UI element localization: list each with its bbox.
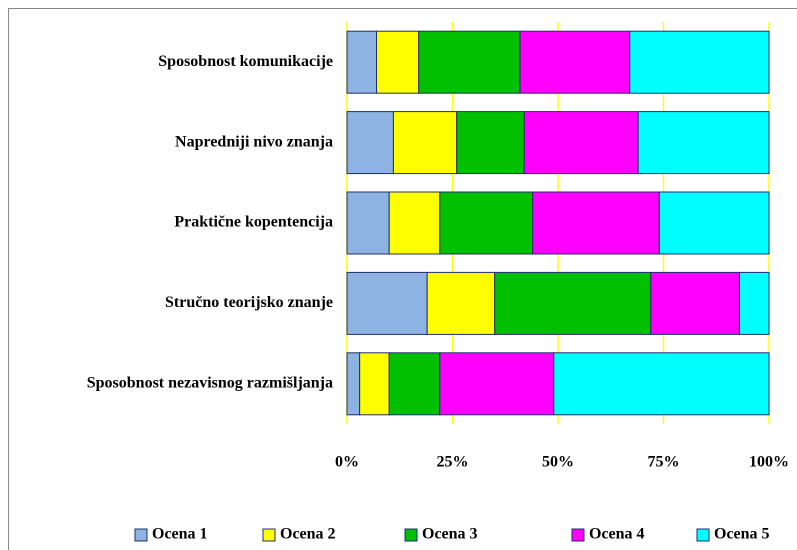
bar-segment	[392, 111, 458, 175]
bar-segment	[388, 352, 441, 416]
bar-segment	[658, 191, 770, 255]
legend-label: Ocena 3	[422, 526, 478, 543]
bar-segment	[456, 111, 525, 175]
bar-segment	[523, 111, 639, 175]
bar-segment	[637, 111, 770, 175]
bar-segment	[346, 352, 361, 416]
bar-segment	[738, 271, 770, 335]
x-tick-label: 25%	[437, 454, 469, 471]
bar-segment	[519, 30, 631, 94]
bar-segment	[426, 271, 496, 335]
legend-label: Ocena 2	[280, 526, 336, 543]
x-tick-label: 100%	[749, 454, 789, 471]
legend-swatch	[134, 528, 148, 542]
x-tick-label: 50%	[542, 454, 574, 471]
bar-segment	[629, 30, 770, 94]
legend-label: Ocena 4	[589, 526, 645, 543]
bar-segment	[376, 30, 420, 94]
bar-segment	[439, 191, 534, 255]
chart-frame	[8, 8, 797, 550]
y-tick-label: Praktične kopentencija	[174, 214, 333, 231]
x-tick-label: 75%	[648, 454, 680, 471]
bar-segment	[346, 271, 428, 335]
legend-swatch	[262, 528, 276, 542]
legend-swatch	[571, 528, 585, 542]
y-tick-label: Stručno teorijsko znanje	[165, 294, 333, 311]
bar-segment	[346, 30, 378, 94]
y-tick-label: Napredniji nivo znanja	[175, 133, 333, 150]
y-tick-label: Sposobnost nezavisnog razmišljanja	[87, 374, 333, 391]
bar-segment	[553, 352, 770, 416]
legend-label: Ocena 1	[152, 526, 208, 543]
bar-segment	[359, 352, 390, 416]
bar-segment	[418, 30, 521, 94]
legend-swatch	[696, 528, 710, 542]
bar-segment	[494, 271, 652, 335]
bar-segment	[346, 111, 394, 175]
legend-swatch	[404, 528, 418, 542]
bar-segment	[388, 191, 441, 255]
bar-segment	[346, 191, 390, 255]
bar-segment	[650, 271, 740, 335]
legend-label: Ocena 5	[714, 526, 770, 543]
bar-segment	[439, 352, 555, 416]
bar-segment	[532, 191, 660, 255]
y-tick-label: Sposobnost komunikacije	[158, 53, 333, 70]
x-tick-label: 0%	[335, 454, 359, 471]
